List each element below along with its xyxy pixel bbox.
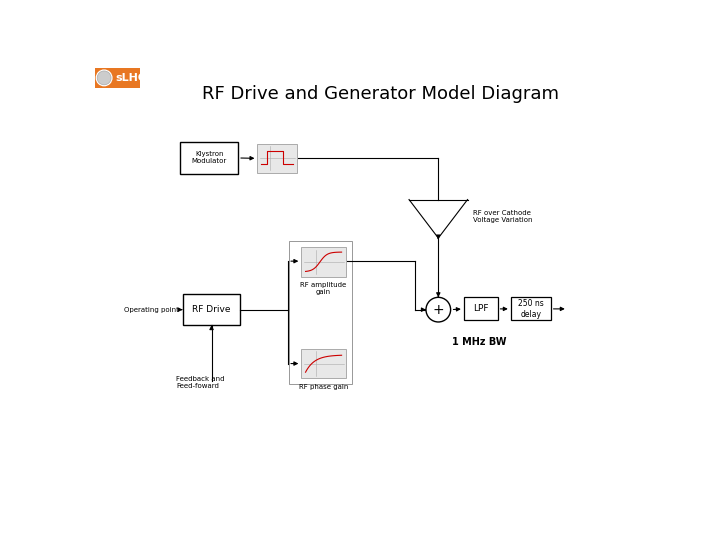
- Text: RF phase gain: RF phase gain: [299, 383, 348, 389]
- Bar: [464, 298, 498, 320]
- Text: 250 ns
delay: 250 ns delay: [518, 299, 544, 319]
- Bar: [289, 241, 352, 384]
- Bar: [257, 144, 297, 173]
- Text: RF over Cathode
Voltage Variation: RF over Cathode Voltage Variation: [473, 210, 533, 223]
- Text: RF Drive and Generator Model Diagram: RF Drive and Generator Model Diagram: [202, 85, 559, 103]
- Bar: [301, 349, 346, 378]
- Text: Operating point: Operating point: [124, 307, 179, 313]
- Bar: [301, 247, 346, 276]
- Text: 1 MHz BW: 1 MHz BW: [452, 337, 507, 347]
- Text: RF amplitude
gain: RF amplitude gain: [300, 282, 347, 295]
- Circle shape: [97, 71, 111, 85]
- Text: Klystron
Modulator: Klystron Modulator: [192, 151, 227, 165]
- Bar: [510, 298, 551, 320]
- Circle shape: [426, 298, 451, 322]
- Bar: [180, 142, 238, 174]
- Circle shape: [96, 70, 112, 86]
- Text: LPF: LPF: [473, 305, 488, 313]
- Text: sLHC: sLHC: [115, 73, 146, 83]
- Text: Feedback and
Feed-foward: Feedback and Feed-foward: [176, 376, 225, 389]
- Text: +: +: [433, 302, 444, 316]
- Bar: [183, 294, 240, 325]
- Text: RF Drive: RF Drive: [192, 305, 231, 314]
- Bar: [95, 68, 140, 88]
